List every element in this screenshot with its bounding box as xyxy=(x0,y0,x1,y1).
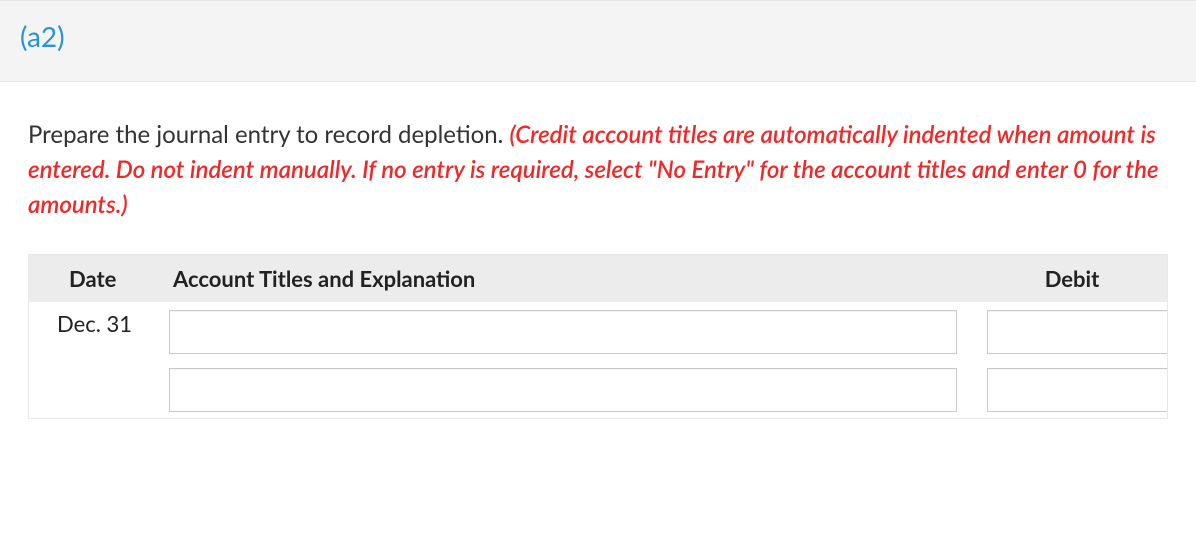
column-header-date: Date xyxy=(29,255,159,302)
table-row: Dec. 31 xyxy=(29,302,1167,360)
question-content: Prepare the journal entry to record depl… xyxy=(0,82,1196,439)
debit-cell xyxy=(977,302,1167,360)
column-header-account: Account Titles and Explanation xyxy=(159,255,977,302)
instruction-text: Prepare the journal entry to record depl… xyxy=(28,120,509,149)
debit-amount-input[interactable] xyxy=(987,368,1167,412)
section-header: (a2) xyxy=(0,0,1196,82)
section-label: (a2) xyxy=(20,19,65,53)
table-row xyxy=(29,360,1167,418)
debit-cell xyxy=(977,360,1167,418)
date-cell: Dec. 31 xyxy=(29,302,159,360)
account-cell xyxy=(159,360,977,418)
account-cell xyxy=(159,302,977,360)
column-header-debit: Debit xyxy=(977,255,1167,302)
table-header-row: Date Account Titles and Explanation Debi… xyxy=(29,255,1167,302)
instruction-paragraph: Prepare the journal entry to record depl… xyxy=(28,118,1168,222)
debit-amount-input[interactable] xyxy=(987,310,1167,354)
account-title-input[interactable] xyxy=(169,310,957,354)
date-cell xyxy=(29,360,159,418)
account-title-input[interactable] xyxy=(169,368,957,412)
journal-entry-table: Date Account Titles and Explanation Debi… xyxy=(28,254,1168,419)
